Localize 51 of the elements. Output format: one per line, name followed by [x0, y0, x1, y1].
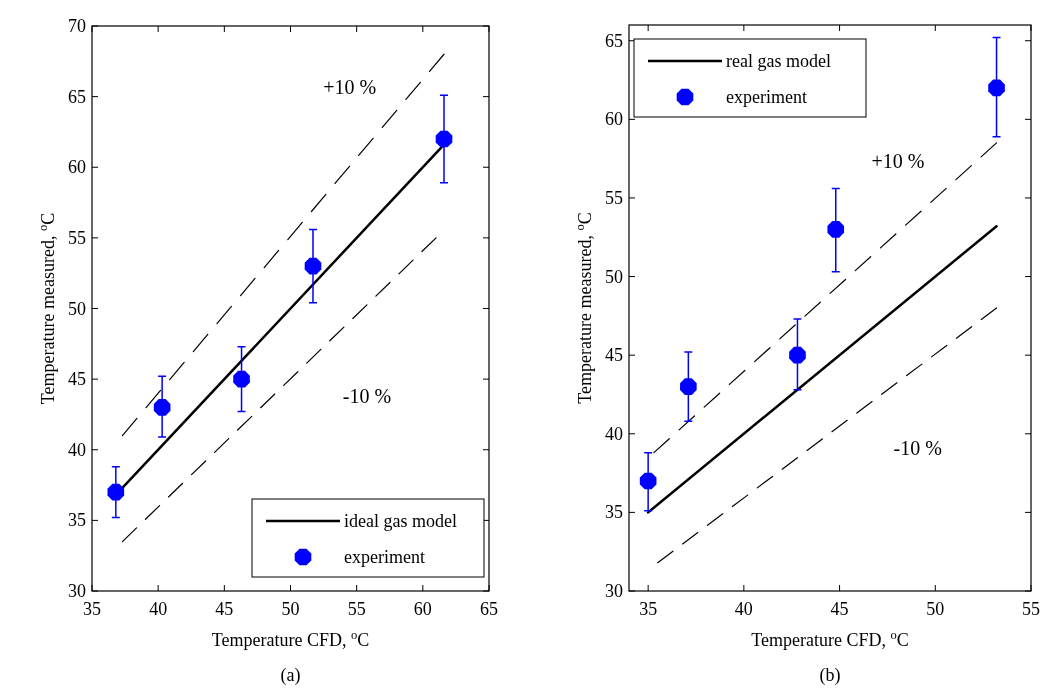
point: [827, 221, 845, 238]
x-tick-label: 45: [215, 599, 234, 619]
y-tick-label: 60: [605, 109, 623, 130]
y-tick-label: 50: [68, 298, 86, 319]
text: (a): [280, 665, 301, 686]
x-tick-label: 65: [480, 599, 498, 619]
point: [304, 257, 322, 275]
annotation: -10 %: [893, 436, 942, 459]
annotation: +10 %: [871, 149, 925, 172]
point: [988, 79, 1005, 97]
x-tick-label: 45: [830, 599, 849, 619]
legend-label: experiment: [726, 87, 807, 107]
x-tick-label: 35: [83, 599, 101, 619]
y-tick-label: 55: [68, 227, 86, 248]
y-tick-label: 40: [605, 423, 623, 444]
x-tick-label: 55: [1022, 599, 1040, 619]
annotation: +10 %: [323, 75, 377, 98]
point: [233, 370, 250, 388]
y-tick-label: 35: [605, 502, 623, 523]
y-tick-label: 50: [605, 266, 623, 287]
x-tick-label: 35: [639, 599, 658, 619]
legend-label: real gas model: [726, 51, 831, 71]
y-tick-label: 60: [68, 157, 86, 178]
legend-label: ideal gas model: [344, 511, 457, 531]
y-tick-label: 70: [68, 16, 86, 36]
y-tick-label: 30: [605, 581, 623, 601]
y-tick-label: 55: [605, 187, 623, 208]
x-tick-label: 60: [413, 599, 432, 619]
x-tick-label: 50: [281, 599, 300, 619]
point: [789, 346, 806, 364]
point: [639, 472, 657, 490]
annotation: -10 %: [342, 384, 392, 407]
point: [435, 130, 453, 148]
x-tick-label: 50: [926, 599, 945, 619]
text: (b): [819, 665, 841, 686]
x-tick-label: 40: [734, 599, 753, 619]
point: [680, 378, 697, 395]
y-tick-label: 65: [68, 86, 86, 107]
y-tick-label: 45: [605, 345, 623, 366]
x-tick-label: 40: [149, 599, 168, 619]
x-axis-title: Temperature CFD, $^{o}$C: [211, 628, 370, 650]
y-tick-label: 30: [68, 581, 86, 601]
point: [107, 483, 125, 501]
y-tick-label: 35: [68, 510, 86, 531]
y-tick-label: 65: [605, 30, 623, 51]
legend-label: experiment: [344, 547, 425, 567]
x-tick-label: 55: [347, 599, 366, 619]
point: [153, 399, 171, 416]
y-tick-label: 40: [68, 439, 86, 460]
x-axis-title: Temperature CFD, $^{o}$C: [751, 628, 909, 650]
y-tick-label: 45: [68, 369, 86, 390]
